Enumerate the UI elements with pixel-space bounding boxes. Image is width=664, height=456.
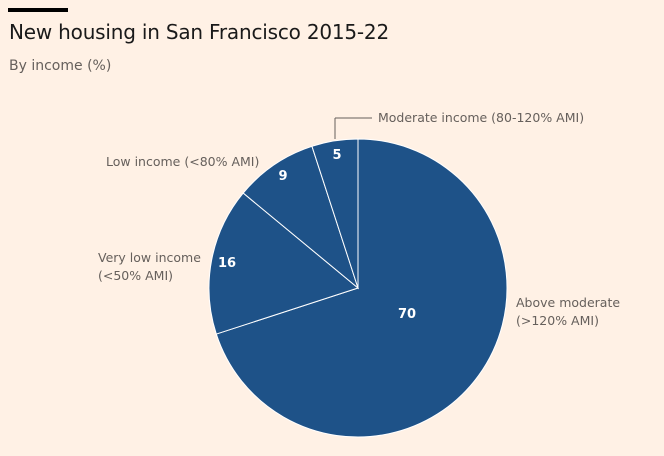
data-label: 16 — [218, 256, 236, 271]
data-label: 5 — [332, 148, 341, 163]
category-label: Above moderate — [516, 295, 620, 310]
pie-slice-above-moderate — [215, 138, 508, 438]
header-rule — [8, 8, 68, 12]
chart-title: New housing in San Francisco 2015-22 — [9, 20, 389, 44]
pie-slice-moderate-income — [311, 138, 359, 289]
category-label: Low income (<80% AMI) — [106, 154, 259, 169]
category-label: (>120% AMI) — [516, 313, 599, 328]
chart-subtitle: By income (%) — [9, 58, 112, 74]
data-label: 70 — [398, 307, 416, 322]
category-label: Moderate income (80-120% AMI) — [378, 110, 584, 125]
category-label: Very low income — [98, 250, 201, 265]
pie-slice-low-income — [242, 145, 360, 290]
category-label: (<50% AMI) — [98, 268, 173, 283]
pie-slice-very-low-income — [208, 192, 360, 335]
data-label: 9 — [278, 169, 287, 184]
